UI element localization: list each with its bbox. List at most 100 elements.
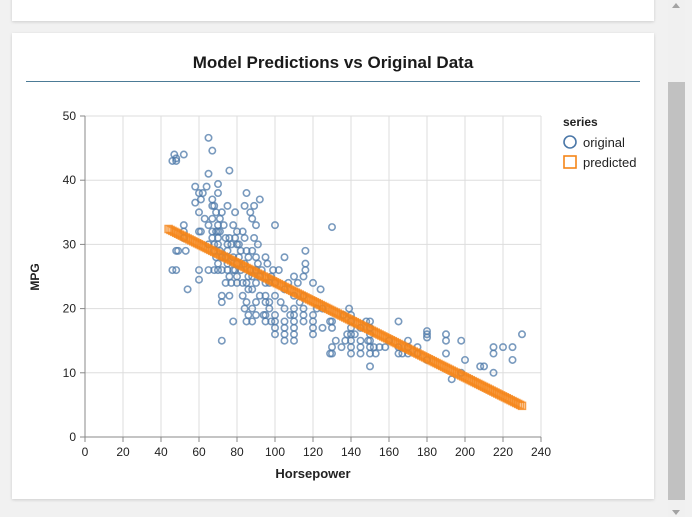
original-point xyxy=(246,208,255,217)
original-point xyxy=(286,311,295,320)
original-point xyxy=(231,208,240,217)
x-tick-label: 180 xyxy=(417,445,437,459)
original-point xyxy=(356,336,365,345)
original-point xyxy=(381,343,390,352)
chart-card: Model Predictions vs Original Data xyxy=(12,33,654,499)
original-point xyxy=(252,278,261,287)
original-point xyxy=(252,311,261,320)
original-point xyxy=(270,330,279,339)
original-point xyxy=(202,182,211,191)
scroll-up-arrow-icon[interactable] xyxy=(672,3,680,8)
original-point xyxy=(250,233,259,242)
original-point xyxy=(215,227,224,236)
original-point xyxy=(280,317,289,326)
x-tick-label: 200 xyxy=(455,445,475,459)
original-point xyxy=(289,330,298,339)
original-point xyxy=(280,304,289,313)
original-point xyxy=(261,253,270,262)
original-point xyxy=(172,266,181,275)
vertical-scrollbar[interactable] xyxy=(668,0,685,517)
original-point xyxy=(252,298,261,307)
original-point xyxy=(225,291,234,300)
original-point xyxy=(350,330,359,339)
original-point xyxy=(356,343,365,352)
x-tick-label: 80 xyxy=(230,445,244,459)
legend-original-label: original xyxy=(583,135,625,150)
original-point xyxy=(280,330,289,339)
original-point xyxy=(196,227,205,236)
original-point xyxy=(316,285,325,294)
scroll-down-arrow-icon[interactable] xyxy=(672,510,680,515)
y-tick-label: 50 xyxy=(63,109,77,123)
original-point xyxy=(280,253,289,262)
original-point xyxy=(248,285,257,294)
original-point xyxy=(248,317,257,326)
original-point xyxy=(200,214,209,223)
original-point xyxy=(179,221,188,230)
axes xyxy=(84,116,541,438)
original-point xyxy=(270,291,279,300)
grid-lines xyxy=(84,115,542,438)
scrollbar-thumb[interactable] xyxy=(668,82,685,500)
original-point xyxy=(422,330,431,339)
original-point xyxy=(255,195,264,204)
original-point xyxy=(238,291,247,300)
original-point xyxy=(301,266,310,275)
original-point xyxy=(195,208,204,217)
legend-predicted-label: predicted xyxy=(583,155,636,170)
original-point xyxy=(489,368,498,377)
original-point xyxy=(394,317,403,326)
original-point xyxy=(204,221,213,230)
original-point xyxy=(219,221,228,230)
data-marks xyxy=(164,133,527,411)
legend-predicted-symbol xyxy=(563,155,577,169)
original-point xyxy=(308,278,317,287)
original-point xyxy=(517,330,526,339)
original-point xyxy=(327,223,336,232)
original-point xyxy=(299,317,308,326)
legend-original-symbol xyxy=(563,135,577,149)
original-point xyxy=(441,330,450,339)
x-tick-label: 120 xyxy=(303,445,323,459)
original-point xyxy=(191,198,200,207)
original-point xyxy=(174,246,183,255)
original-point xyxy=(441,349,450,358)
legend: series original predicted xyxy=(563,115,636,170)
original-point xyxy=(195,266,204,275)
original-point xyxy=(289,336,298,345)
y-tick-label: 40 xyxy=(63,173,77,187)
x-tick-label: 0 xyxy=(82,445,89,459)
x-tick-label: 140 xyxy=(341,445,361,459)
original-point xyxy=(293,278,302,287)
original-point xyxy=(208,146,217,155)
original-point xyxy=(479,362,488,371)
original-point xyxy=(371,349,380,358)
original-point xyxy=(208,214,217,223)
original-point xyxy=(248,214,257,223)
original-point xyxy=(214,180,223,189)
original-point xyxy=(172,154,181,163)
original-point xyxy=(195,275,204,284)
original-point xyxy=(248,304,257,313)
original-point xyxy=(210,266,219,275)
x-tick-label: 160 xyxy=(379,445,399,459)
previous-card xyxy=(12,0,654,21)
y-axis-label: MPG xyxy=(28,263,42,290)
original-point xyxy=(242,189,251,198)
original-point xyxy=(274,266,283,275)
original-point xyxy=(327,323,336,332)
original-point xyxy=(276,298,285,307)
original-point xyxy=(217,298,226,307)
original-point xyxy=(508,355,517,364)
original-point xyxy=(457,336,466,345)
original-point xyxy=(208,195,217,204)
original-point xyxy=(289,323,298,332)
original-point xyxy=(215,214,224,223)
original-point xyxy=(253,240,262,249)
original-point xyxy=(250,201,259,210)
original-point xyxy=(270,221,279,230)
original-point xyxy=(252,221,261,230)
original-point xyxy=(217,208,226,217)
original-point xyxy=(244,285,253,294)
original-point xyxy=(289,317,298,326)
